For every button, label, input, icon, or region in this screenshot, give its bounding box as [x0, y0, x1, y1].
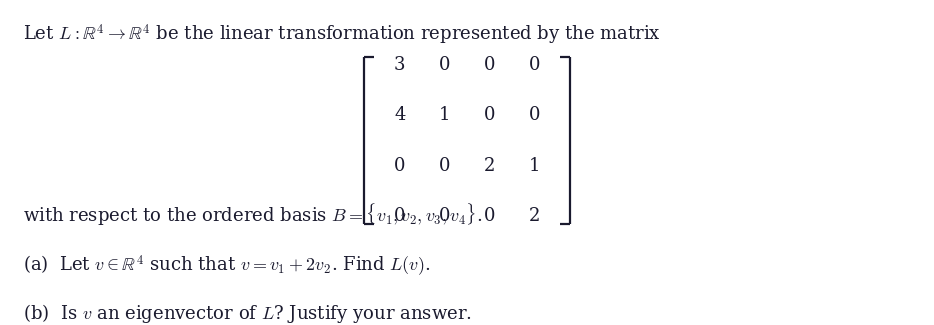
Text: 0: 0 — [529, 56, 540, 74]
Text: 0: 0 — [439, 56, 450, 74]
Text: 0: 0 — [439, 207, 450, 225]
Text: 3: 3 — [394, 56, 405, 74]
Text: 2: 2 — [484, 157, 495, 175]
Text: (b)  Is $v$ an eigenvector of $L$? Justify your answer.: (b) Is $v$ an eigenvector of $L$? Justif… — [23, 302, 473, 325]
Text: 0: 0 — [394, 157, 405, 175]
Text: 0: 0 — [484, 56, 495, 74]
Text: (a)  Let $v \in \mathbb{R}^4$ such that $v = v_1 + 2v_2$. Find $L(v)$.: (a) Let $v \in \mathbb{R}^4$ such that $… — [23, 254, 432, 279]
Text: 0: 0 — [439, 157, 450, 175]
Text: 0: 0 — [529, 106, 540, 124]
Text: 0: 0 — [484, 106, 495, 124]
Text: 2: 2 — [529, 207, 540, 225]
Text: 4: 4 — [394, 106, 405, 124]
Text: with respect to the ordered basis $B = \{v_1, v_2, v_3, v_4\}$.: with respect to the ordered basis $B = \… — [23, 202, 483, 228]
Text: 0: 0 — [484, 207, 495, 225]
Text: Let $L : \mathbb{R}^4 \rightarrow \mathbb{R}^4$ be the linear transformation rep: Let $L : \mathbb{R}^4 \rightarrow \mathb… — [23, 23, 661, 47]
Text: 1: 1 — [439, 106, 450, 124]
Text: 0: 0 — [394, 207, 405, 225]
Text: 1: 1 — [529, 157, 540, 175]
